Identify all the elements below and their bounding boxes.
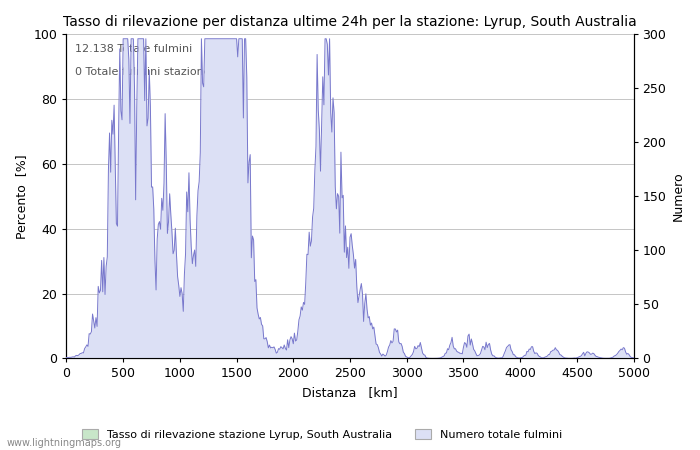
Text: www.lightningmaps.org: www.lightningmaps.org — [7, 438, 122, 448]
Legend: Tasso di rilevazione stazione Lyrup, South Australia, Numero totale fulmini: Tasso di rilevazione stazione Lyrup, Sou… — [77, 425, 567, 445]
Title: Tasso di rilevazione per distanza ultime 24h per la stazione: Lyrup, South Austr: Tasso di rilevazione per distanza ultime… — [63, 15, 637, 29]
X-axis label: Distanza   [km]: Distanza [km] — [302, 386, 398, 399]
Y-axis label: Percento  [%]: Percento [%] — [15, 154, 28, 238]
Y-axis label: Numero: Numero — [672, 171, 685, 221]
Text: 0 Totale fulmini stazione di: 0 Totale fulmini stazione di — [75, 67, 224, 77]
Text: 12.138 Totale fulmini: 12.138 Totale fulmini — [75, 44, 192, 54]
